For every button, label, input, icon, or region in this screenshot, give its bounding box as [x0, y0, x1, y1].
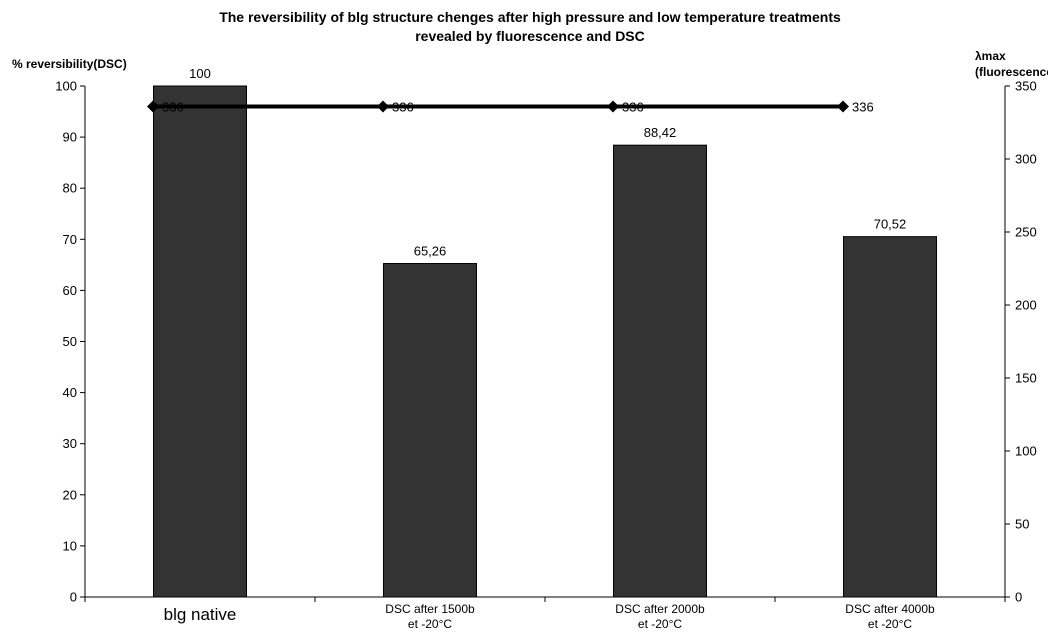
- x-category-label-1-line-1: et -20°C: [408, 617, 452, 631]
- chart-title-line-2: revealed by fluorescence and DSC: [415, 28, 645, 44]
- y2-axis-title-line-1: λmax: [975, 49, 1006, 63]
- lambda-max-value-label-1: 336: [392, 99, 414, 114]
- y-tick-label-9: 90: [63, 130, 77, 145]
- bar-0: [153, 85, 247, 598]
- y2-tick-label-7: 350: [1015, 79, 1037, 94]
- x-category-label-0: blg native: [164, 605, 237, 624]
- x-category-label-3-line-0: DSC after 4000b: [845, 602, 935, 616]
- y2-tick-label-5: 250: [1015, 225, 1037, 240]
- y2-tick-label-3: 150: [1015, 371, 1037, 386]
- y-tick-label-6: 60: [63, 283, 77, 298]
- y2-axis-title-line-2: (fluorescence): [975, 65, 1048, 79]
- y2-tick-label-6: 300: [1015, 152, 1037, 167]
- y2-tick-label-4: 200: [1015, 298, 1037, 313]
- y-tick-label-10: 100: [55, 79, 77, 94]
- plot-area: 0 10 20 30 40 50 60 70 80 90 100 0 50 100 150 200 250 300…: [55, 66, 1036, 631]
- bar-1: [383, 263, 477, 598]
- bar-3: [843, 236, 937, 598]
- bar-2: [613, 144, 707, 598]
- lambda-max-marker-0: [147, 100, 159, 113]
- bar-value-label-1: 65,26: [414, 244, 447, 259]
- chart-title-line-1: The reversibility of blg structure cheng…: [219, 9, 841, 25]
- y-tick-label-5: 50: [63, 334, 77, 349]
- y-tick-label-8: 80: [63, 181, 77, 196]
- y-tick-label-7: 70: [63, 232, 77, 247]
- y2-tick-label-1: 50: [1015, 517, 1029, 532]
- lambda-max-value-label-2: 336: [622, 99, 644, 114]
- x-category-label-3-line-1: et -20°C: [868, 617, 912, 631]
- bar-value-label-2: 88,42: [644, 125, 677, 140]
- x-category-label-1-line-0: DSC after 1500b: [385, 602, 475, 616]
- bar-value-label-3: 70,52: [874, 217, 907, 232]
- x-category-label-2-line-0: DSC after 2000b: [615, 602, 705, 616]
- x-category-label-2-line-1: et -20°C: [638, 617, 682, 631]
- lambda-max-value-label-3: 336: [852, 99, 874, 114]
- y-tick-label-0: 0: [70, 590, 77, 605]
- y-axis-title: % reversibility(DSC): [12, 57, 127, 71]
- y-tick-label-3: 30: [63, 436, 77, 451]
- y-tick-label-1: 10: [63, 538, 77, 553]
- y2-tick-label-0: 0: [1015, 590, 1022, 605]
- lambda-max-marker-2: [607, 100, 619, 113]
- y-tick-label-2: 20: [63, 487, 77, 502]
- bar-value-label-0: 100: [189, 66, 211, 81]
- lambda-max-marker-3: [837, 100, 849, 113]
- y2-tick-label-2: 100: [1015, 444, 1037, 459]
- lambda-max-value-label-0: 336: [162, 99, 184, 114]
- lambda-max-marker-1: [377, 100, 389, 113]
- y-tick-label-4: 40: [63, 385, 77, 400]
